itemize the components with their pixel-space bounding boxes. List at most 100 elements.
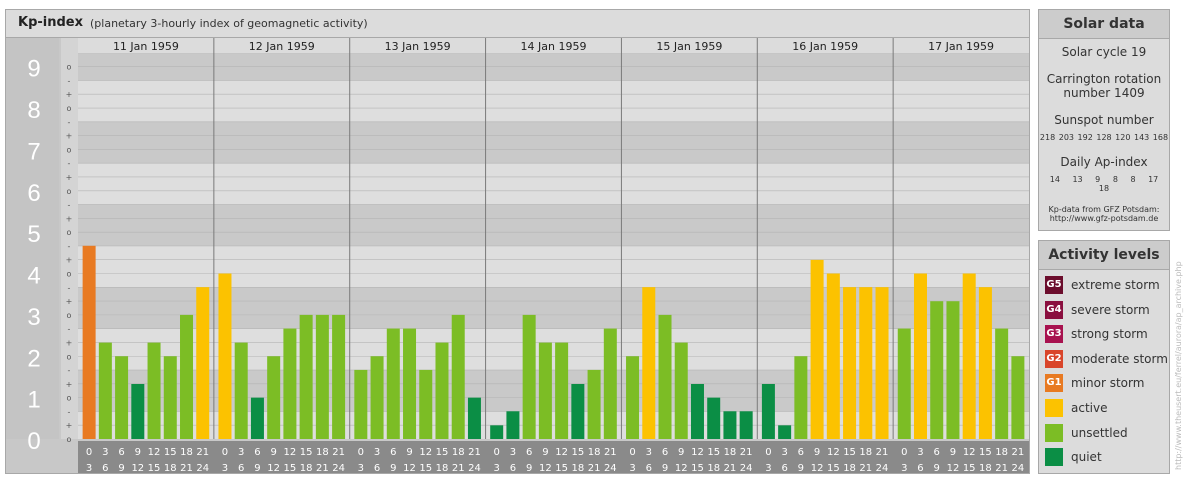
- kp-bar: [403, 328, 417, 439]
- kp-bar: [843, 287, 857, 439]
- legend-label: minor storm: [1071, 376, 1145, 391]
- hour-start-label: 3: [374, 447, 380, 458]
- ap-values: 14 13 9 8 8 17 18: [1049, 175, 1159, 193]
- hour-start-label: 18: [452, 447, 465, 458]
- hour-end-label: 21: [995, 463, 1008, 473]
- hour-end-label: 3: [765, 463, 771, 473]
- hour-end-label: 12: [267, 463, 280, 473]
- kp-bar: [435, 342, 449, 439]
- hour-end-label: 21: [180, 463, 193, 473]
- hour-end-label: 21: [316, 463, 329, 473]
- hour-start-label: 21: [876, 447, 889, 458]
- kp-bar: [506, 411, 520, 439]
- copyright-text: http://www.theusert.eu/ferrel/aurora/ap_…: [1174, 261, 1183, 470]
- kp-bar: [115, 356, 129, 439]
- hour-start-label: 18: [859, 447, 872, 458]
- hour-start-label: 3: [238, 447, 244, 458]
- hour-end-label: 24: [332, 463, 345, 473]
- activity-levels-title: Activity levels: [1039, 241, 1169, 270]
- hour-end-label: 12: [675, 463, 688, 473]
- minor-tick-label: o: [67, 63, 72, 72]
- hour-start-label: 21: [604, 447, 617, 458]
- hour-start-label: 12: [555, 447, 568, 458]
- hour-end-label: 24: [468, 463, 481, 473]
- y-tick-label: 6: [27, 180, 40, 207]
- hour-end-label: 18: [707, 463, 720, 473]
- hour-start-label: 21: [740, 447, 753, 458]
- hour-start-label: 18: [316, 447, 329, 458]
- kp-bar: [98, 342, 112, 439]
- kp-bar: [250, 397, 264, 439]
- minor-tick-label: -: [68, 201, 71, 210]
- hour-end-label: 24: [740, 463, 753, 473]
- legend-label: unsettled: [1071, 425, 1128, 440]
- legend-swatch: [1045, 423, 1063, 442]
- kp-bar: [778, 425, 792, 439]
- kp-bar: [147, 342, 161, 439]
- minor-tick-label: -: [68, 159, 71, 168]
- carrington-line-2: number 1409: [1063, 86, 1145, 100]
- kp-bar: [826, 273, 840, 439]
- chart-title: Kp-index: [18, 15, 83, 30]
- kp-bar: [180, 314, 194, 439]
- hour-start-label: 9: [406, 447, 412, 458]
- kp-bar: [810, 259, 824, 439]
- kp-bar: [761, 383, 775, 439]
- hour-end-label: 18: [843, 463, 856, 473]
- hour-start-label: 15: [843, 447, 856, 458]
- y-tick-label: 5: [27, 221, 40, 248]
- legend-label: active: [1071, 401, 1108, 415]
- hour-start-label: 6: [254, 447, 260, 458]
- hour-end-label: 6: [646, 463, 652, 473]
- hour-end-label: 6: [510, 463, 516, 473]
- kp-bar: [163, 356, 177, 439]
- minor-tick-label: -: [68, 325, 71, 334]
- solar-cycle: Solar cycle 19: [1061, 45, 1147, 59]
- hour-end-label: 21: [724, 463, 737, 473]
- hour-end-label: 9: [662, 463, 668, 473]
- hour-end-label: 6: [781, 463, 787, 473]
- hour-start-label: 12: [691, 447, 704, 458]
- kp-bar: [467, 397, 481, 439]
- legend-label: extreme storm: [1071, 278, 1160, 292]
- day-label: 13 Jan 1959: [385, 40, 451, 53]
- hour-start-label: 6: [526, 447, 532, 458]
- hour-start-label: 12: [148, 447, 161, 458]
- hour-end-label: 18: [164, 463, 177, 473]
- kp-bar: [859, 287, 873, 439]
- hour-start-label: 21: [1012, 447, 1025, 458]
- kp-bar: [386, 328, 400, 439]
- hour-end-label: 24: [604, 463, 617, 473]
- day-label: 17 Jan 1959: [928, 40, 994, 53]
- hour-start-label: 9: [814, 447, 820, 458]
- hour-end-label: 3: [901, 463, 907, 473]
- minor-tick-label: -: [68, 242, 71, 251]
- kp-bar: [875, 287, 889, 439]
- legend-swatch: G5: [1045, 276, 1063, 294]
- hour-end-label: 21: [452, 463, 465, 473]
- hour-start-label: 3: [102, 447, 108, 458]
- kp-bar-chart: 0123456789o+-o+-o+-o+-o+-o+-o+-o+-o+-o11…: [6, 38, 1029, 473]
- hour-start-label: 0: [765, 447, 771, 458]
- kp-bar: [603, 328, 617, 439]
- kp-bar: [571, 383, 585, 439]
- hour-start-label: 0: [358, 447, 364, 458]
- hour-end-label: 9: [526, 463, 532, 473]
- y-axis-background: [6, 38, 59, 439]
- kp-bar: [930, 301, 944, 439]
- legend-swatch: G1: [1045, 374, 1063, 393]
- y-tick-label: 4: [27, 263, 40, 290]
- hour-end-label: 3: [358, 463, 364, 473]
- minor-tick-label: o: [67, 270, 72, 279]
- minor-tick-label: -: [68, 76, 71, 85]
- minor-tick-label: -: [68, 407, 71, 416]
- kp-bar: [626, 356, 640, 439]
- hour-start-label: 18: [588, 447, 601, 458]
- minor-tick-label: +: [66, 132, 73, 141]
- kp-bar: [642, 287, 656, 439]
- hour-end-label: 15: [284, 463, 297, 473]
- minor-tick-label: o: [67, 187, 72, 196]
- legend-label: moderate storm: [1071, 351, 1168, 366]
- kp-bar: [522, 314, 536, 439]
- hour-start-label: 12: [419, 447, 432, 458]
